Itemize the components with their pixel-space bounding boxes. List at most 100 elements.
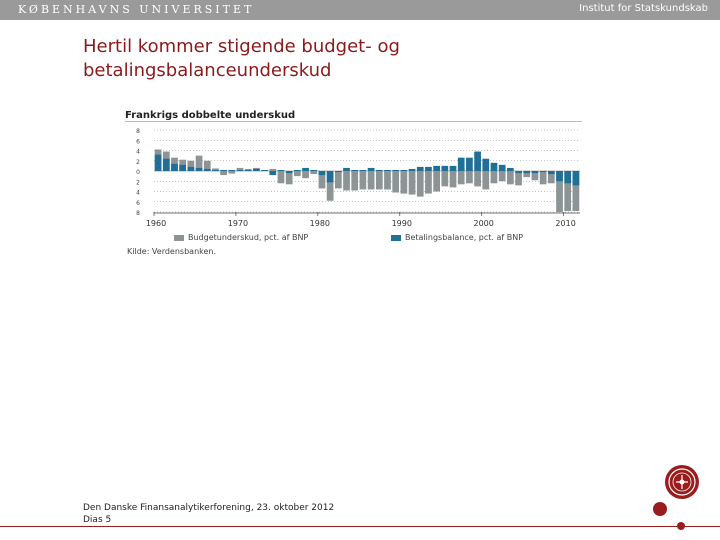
university-name: KØBENHAVNS UNIVERSITET	[18, 3, 255, 16]
bar-budget	[572, 171, 580, 211]
footer: Den Danske Finansanalytikerforening, 23.…	[83, 502, 334, 526]
bar-balance	[162, 158, 170, 171]
legend-balance-label: Betalingsbalance, pct. af BNP	[405, 233, 524, 242]
bar-budget	[359, 171, 367, 190]
bar-balance	[212, 169, 219, 171]
bar-balance	[154, 154, 162, 171]
chart-title: Frankrigs dobbelte underskud	[125, 110, 296, 121]
bar-balance	[425, 166, 432, 171]
bar-budget	[490, 171, 498, 184]
bar-budget	[212, 168, 219, 171]
slide-number: Dias 5	[83, 515, 112, 525]
bar-balance	[359, 169, 367, 171]
bar-budget	[457, 171, 465, 185]
bar-balance	[564, 171, 572, 184]
bar-balance	[351, 169, 359, 171]
bar-balance	[236, 169, 244, 171]
decor-dot-large	[653, 502, 667, 516]
bar-balance	[302, 167, 309, 171]
bar-budget	[531, 171, 539, 181]
footer-rule	[0, 526, 720, 527]
bar-budget	[285, 171, 293, 185]
bar-budget	[220, 171, 227, 176]
y-tick-label: 8	[136, 210, 140, 217]
footer-event: Den Danske Finansanalytikerforening, 23.…	[83, 503, 335, 513]
bar-budget	[400, 171, 408, 194]
x-tick-label: 1970	[228, 219, 248, 228]
bar-balance	[400, 169, 408, 171]
bar-budget	[310, 171, 318, 175]
bar-balance	[326, 171, 334, 183]
bar-budget	[228, 171, 236, 174]
x-tick-label: 1990	[392, 219, 412, 228]
bar-budget	[474, 171, 481, 187]
bar-balance	[179, 164, 187, 171]
bar-budget	[433, 171, 440, 192]
bar-balance	[195, 167, 203, 171]
bar-budget	[507, 171, 514, 185]
x-tick-label: 2000	[474, 219, 494, 228]
bar-balance	[531, 171, 539, 174]
bar-balance	[285, 171, 293, 174]
bar-balance	[203, 168, 211, 171]
bar-balance	[523, 171, 531, 174]
bar-budget	[539, 171, 547, 185]
bar-balance	[253, 168, 260, 171]
legend-budget-swatch	[174, 234, 184, 241]
bar-budget	[326, 171, 334, 201]
bar-budget	[367, 171, 375, 190]
bar-balance	[482, 158, 490, 171]
bar-balance	[187, 166, 195, 171]
bar-balance	[277, 169, 285, 171]
bar-budget	[547, 171, 555, 184]
x-tick-label: 2010	[555, 219, 575, 228]
y-tick-label: 6	[136, 138, 140, 145]
bar-budget	[294, 171, 301, 177]
bar-balance	[228, 169, 236, 171]
university-seal-icon	[665, 465, 699, 499]
bar-balance	[547, 171, 555, 175]
x-tick-label: 1960	[146, 219, 166, 228]
institute-name: Institut for Statskundskab	[579, 3, 708, 14]
bar-budget	[408, 171, 416, 195]
bar-budget	[269, 168, 277, 171]
bar-budget	[375, 171, 383, 190]
y-tick-label: 2	[136, 159, 140, 166]
bar-balance	[269, 171, 277, 176]
bar-balance	[416, 166, 424, 171]
y-tick-label: 6	[136, 200, 140, 207]
bar-budget	[195, 155, 203, 171]
bar-balance	[408, 168, 416, 171]
bar-budget	[187, 160, 195, 171]
bar-budget	[302, 171, 309, 179]
bar-balance	[457, 157, 465, 171]
x-tick-label: 1980	[310, 219, 330, 228]
bar-balance	[220, 169, 227, 171]
bar-balance	[367, 167, 375, 171]
bar-budget	[466, 171, 473, 184]
bar-budget	[236, 167, 244, 171]
legend-balance: Betalingsbalance, pct. af BNP	[391, 233, 523, 242]
bar-budget	[449, 171, 457, 188]
chart: Frankrigs dobbelte underskud 8 6 4 2 0 2 4 6 8 19…	[118, 100, 588, 262]
legend-budget-label: Budgetunderskud, pct. af BNP	[188, 233, 309, 242]
chart-source: Kilde: Verdensbanken.	[127, 247, 217, 256]
bar-budget	[343, 171, 350, 191]
bar-balance	[539, 171, 547, 173]
bar-balance	[474, 151, 481, 171]
bar-balance	[375, 169, 383, 171]
y-tick-label: 4	[136, 190, 140, 197]
bar-budget	[498, 171, 506, 182]
bar-balance	[556, 171, 563, 182]
bar-budget	[351, 171, 359, 191]
bar-balance	[441, 165, 449, 171]
bar-budget	[392, 171, 400, 193]
bar-balance	[244, 169, 252, 171]
legend-balance-swatch	[391, 234, 401, 241]
legend-budget: Budgetunderskud, pct. af BNP	[174, 233, 308, 242]
y-tick-label: 4	[136, 149, 140, 156]
bar-budget	[523, 171, 531, 178]
bar-balance	[334, 171, 342, 173]
bar-balance	[392, 169, 400, 171]
bar-balance	[572, 171, 580, 186]
